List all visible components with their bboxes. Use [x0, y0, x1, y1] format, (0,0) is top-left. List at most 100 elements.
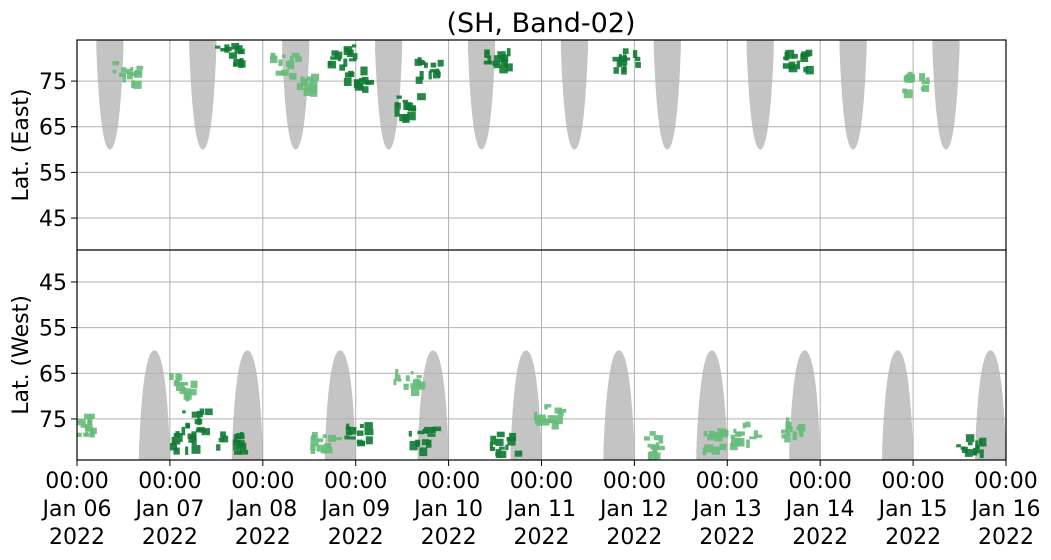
detection-cell — [362, 86, 369, 93]
detection-cell — [393, 379, 397, 386]
gray-band-east — [560, 40, 588, 150]
detection-cell — [220, 431, 226, 438]
detection-cell — [289, 75, 294, 79]
detection-cell — [394, 109, 400, 117]
x-tick-label: 2022 — [142, 525, 198, 550]
detection-cell — [236, 440, 245, 448]
detection-cell — [405, 375, 410, 382]
detection-cell — [495, 449, 502, 458]
detection-cell — [282, 54, 286, 58]
detection-cell — [311, 435, 317, 440]
detection-cell — [171, 436, 175, 446]
detection-cell — [658, 435, 664, 444]
detection-cell — [719, 443, 727, 451]
x-tick-label: 2022 — [792, 525, 848, 550]
detection-cell — [352, 53, 358, 60]
detection-cell — [430, 62, 437, 68]
detection-cell — [903, 89, 913, 99]
y-tick-label-east: 75 — [39, 70, 67, 95]
detection-cell — [233, 450, 242, 455]
detection-cell — [330, 56, 338, 60]
detection-cell — [506, 48, 511, 57]
detection-cell — [233, 62, 237, 67]
detection-cell — [557, 412, 564, 416]
detection-cell — [326, 442, 332, 449]
detection-cell — [979, 437, 987, 447]
detection-cell — [734, 431, 742, 437]
detection-cell — [964, 449, 973, 457]
detection-cell — [286, 61, 293, 67]
detection-cell — [311, 88, 316, 95]
x-tick-label: Jan 07 — [133, 497, 204, 522]
detection-cell — [554, 415, 563, 425]
x-tick-label: 00:00 — [45, 469, 108, 494]
x-tick-label: Jan 11 — [505, 497, 576, 522]
detection-cell — [278, 59, 283, 67]
detection-cell — [417, 57, 422, 64]
x-tick-label: Jan 12 — [598, 497, 669, 522]
gray-band-east — [653, 40, 681, 150]
detection-cell — [296, 83, 304, 91]
x-tick-label: 2022 — [49, 525, 105, 550]
detection-cell — [496, 431, 505, 438]
detection-cell — [431, 427, 436, 434]
x-tick-label: 00:00 — [881, 469, 944, 494]
detection-cell — [704, 444, 713, 453]
detection-cell — [784, 433, 791, 443]
detection-cell — [316, 444, 325, 452]
detection-cell — [130, 67, 134, 72]
detection-cell — [215, 45, 221, 49]
detection-cell — [801, 51, 810, 57]
x-tick-label: 00:00 — [603, 469, 666, 494]
detection-cell — [87, 419, 92, 425]
detection-cell — [290, 55, 294, 63]
detection-cell — [187, 433, 195, 439]
gray-band-east — [467, 40, 496, 150]
detection-cell — [925, 77, 930, 84]
detection-cell — [621, 67, 627, 75]
detection-cell — [785, 421, 791, 430]
detection-cell — [796, 426, 801, 431]
detection-cell — [185, 422, 190, 429]
gray-band-east — [189, 40, 217, 150]
y-tick-label-west: 65 — [39, 362, 67, 387]
detection-cell — [428, 70, 432, 80]
detection-cell — [191, 445, 201, 454]
detection-cell — [708, 430, 716, 437]
detection-cell — [647, 452, 652, 460]
x-tick-label: 2022 — [235, 525, 291, 550]
detection-cell — [781, 434, 786, 439]
detection-cell — [171, 441, 181, 445]
detection-cell — [558, 408, 567, 413]
detection-cell — [716, 446, 720, 455]
x-tick-label: 00:00 — [417, 469, 480, 494]
detection-cell — [199, 408, 205, 415]
x-tick-label: 00:00 — [974, 469, 1037, 494]
gray-band-west — [231, 350, 263, 460]
detection-cell — [402, 99, 408, 103]
detection-cell — [183, 390, 192, 400]
detection-cell — [410, 383, 419, 389]
x-tick-label: 2022 — [421, 525, 477, 550]
detection-cell — [176, 382, 185, 391]
y-tick-label-east: 55 — [39, 161, 67, 186]
detection-cell — [714, 432, 723, 442]
detection-cell — [796, 60, 801, 70]
y-tick-label-east: 45 — [39, 207, 67, 232]
detection-cell — [975, 440, 979, 448]
x-tick-label: Jan 10 — [412, 497, 483, 522]
detection-cell — [505, 63, 513, 72]
detection-cell — [349, 436, 356, 440]
x-tick-label: Jan 06 — [41, 497, 112, 522]
detection-cell — [343, 58, 348, 67]
detection-cell — [238, 60, 244, 68]
detection-cell — [182, 410, 186, 414]
detection-cell — [357, 440, 366, 447]
detection-cell — [270, 55, 278, 64]
detection-cell — [509, 432, 517, 441]
detection-cell — [328, 434, 336, 442]
detection-cell — [331, 50, 339, 56]
detection-cell — [738, 438, 745, 447]
